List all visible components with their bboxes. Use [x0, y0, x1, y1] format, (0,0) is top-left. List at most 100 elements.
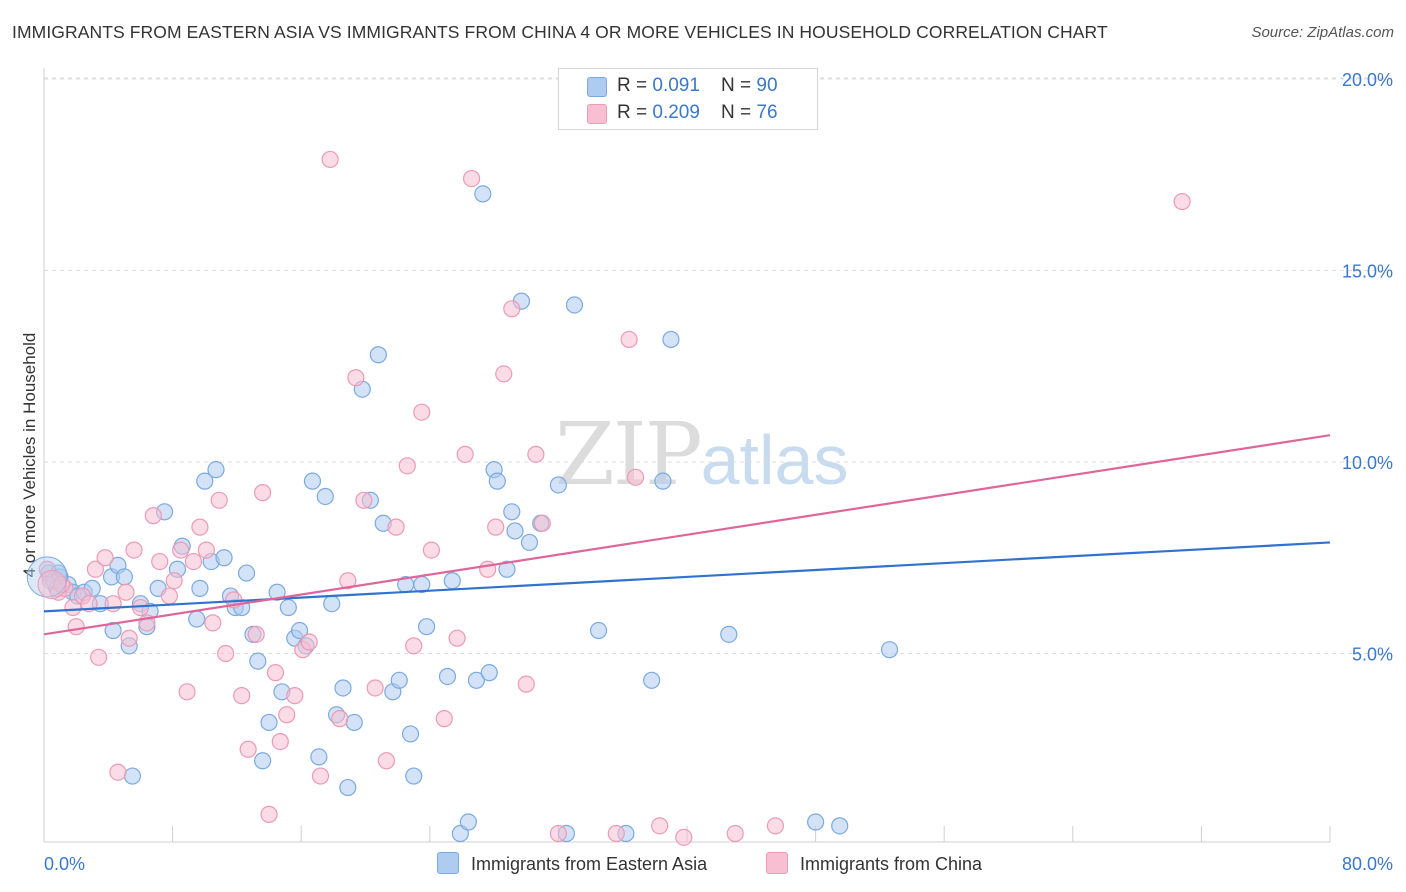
point-blue	[260, 713, 278, 732]
point-pink	[422, 541, 441, 559]
point-pink	[271, 732, 289, 751]
point-blue	[662, 330, 680, 349]
point-pink	[607, 824, 625, 843]
point-blue	[643, 671, 661, 689]
point-pink	[503, 300, 521, 318]
legend-blue-n-label: N =	[721, 75, 757, 96]
point-pink	[311, 767, 330, 785]
point-blue	[207, 461, 225, 479]
point-blue	[589, 621, 608, 640]
point-blue	[237, 564, 256, 582]
point-blue	[520, 533, 539, 552]
point-pink	[726, 824, 744, 843]
point-pink	[254, 484, 272, 502]
trend-lines	[43, 434, 1331, 636]
correlation-legend: R = 0.091 N = 90 R = 0.209 N = 76	[558, 68, 818, 130]
point-pink	[355, 491, 373, 509]
point-pink	[1173, 192, 1191, 211]
point-blue	[549, 476, 568, 494]
point-blue	[417, 618, 436, 636]
point-blue	[474, 185, 492, 203]
point-pink	[125, 541, 143, 559]
legend-pink-r-label: R =	[617, 102, 653, 123]
point-blue	[254, 752, 272, 770]
point-pink	[151, 552, 169, 571]
point-blue	[345, 713, 363, 732]
point-blue	[654, 472, 672, 490]
y-tick-label: 5.0%	[1352, 645, 1393, 665]
point-blue	[880, 641, 899, 659]
point-blue	[188, 610, 206, 628]
axes	[43, 68, 1331, 843]
point-blue	[215, 549, 233, 567]
point-pink	[398, 457, 416, 475]
point-pink	[160, 587, 178, 605]
point-pink	[266, 664, 285, 682]
point-blue	[268, 583, 286, 601]
point-pink	[347, 369, 365, 387]
point-blue	[115, 568, 133, 586]
point-pink	[549, 824, 568, 843]
point-pink	[260, 805, 278, 823]
series-legend-pink: Immigrants from China	[766, 852, 982, 875]
point-blue	[316, 487, 334, 506]
point-pink	[96, 549, 114, 567]
point-pink	[527, 445, 545, 463]
point-blue	[806, 813, 825, 831]
point-pink	[117, 583, 135, 601]
point-pink	[366, 679, 384, 697]
point-blue	[443, 572, 461, 590]
point-blue-cluster	[26, 556, 68, 598]
x-tick-label-max: 80.0%	[1342, 854, 1393, 874]
point-pink	[67, 618, 85, 636]
point-pink	[109, 763, 127, 781]
point-pink	[86, 560, 105, 578]
point-blue	[467, 671, 486, 689]
point-blue	[339, 778, 357, 797]
point-blue	[405, 767, 423, 785]
y-tick-label: 10.0%	[1342, 453, 1393, 473]
x-tick-label-min: 0.0%	[44, 854, 85, 874]
point-pink	[405, 637, 423, 655]
point-blue	[196, 472, 214, 490]
point-pink	[377, 752, 395, 770]
point-pink	[651, 817, 669, 835]
point-pink	[331, 710, 349, 728]
legend-blue-r-label: R =	[617, 75, 653, 96]
point-blue	[503, 503, 521, 521]
trend-line-blue	[43, 541, 1331, 613]
legend-swatch-pink	[587, 104, 607, 124]
point-pink	[217, 644, 235, 663]
chart-title: IMMIGRANTS FROM EASTERN ASIA VS IMMIGRAN…	[12, 22, 1108, 42]
point-blue	[290, 621, 309, 640]
legend-pink-n-value: 76	[756, 102, 778, 123]
point-blue	[104, 621, 122, 640]
point-pink	[204, 614, 222, 632]
point-pink	[462, 169, 481, 188]
point-pink	[90, 648, 108, 666]
point-pink	[247, 625, 265, 643]
series-swatch-pink	[766, 852, 788, 874]
point-blue	[334, 679, 352, 697]
point-pink	[339, 572, 357, 590]
legend-swatch-blue	[587, 77, 607, 97]
point-pink	[300, 633, 318, 651]
point-pink	[517, 675, 535, 693]
point-pink	[321, 150, 339, 169]
legend-pink-r-value: 0.209	[652, 102, 700, 123]
point-blue	[720, 625, 738, 643]
point-blue	[459, 813, 477, 831]
point-pink	[448, 629, 466, 647]
point-pink	[435, 710, 453, 728]
point-pink	[120, 629, 138, 647]
point-blue	[488, 472, 506, 490]
legend-blue-n-value: 90	[756, 75, 778, 96]
series-legend-blue: Immigrants from Eastern Asia	[437, 852, 707, 875]
point-pink	[387, 518, 405, 536]
point-pink	[178, 683, 196, 701]
point-blue	[369, 346, 387, 364]
point-pink	[197, 541, 215, 559]
point-pink	[144, 507, 162, 525]
point-blue	[390, 671, 408, 689]
